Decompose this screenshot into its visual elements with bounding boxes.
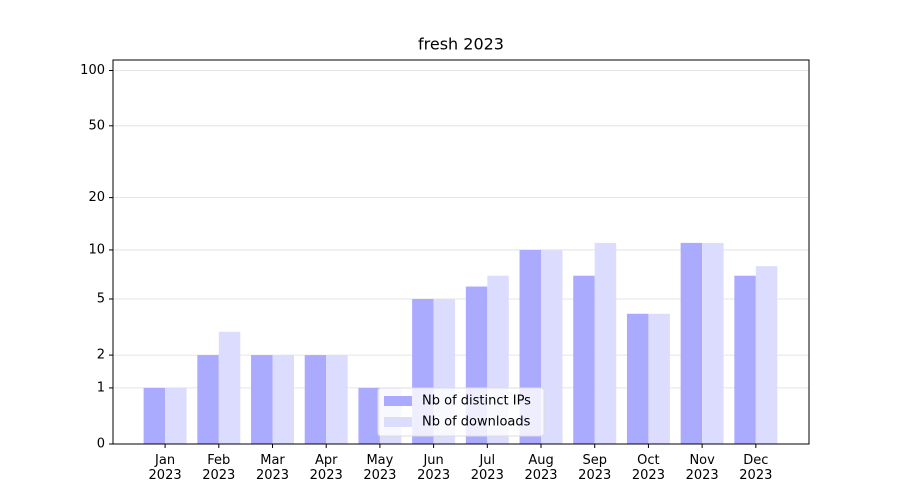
legend-swatch xyxy=(384,417,412,427)
y-tick-label: 1 xyxy=(97,380,105,395)
y-tick-label: 5 xyxy=(97,291,105,306)
x-tick-label: Sep 2023 xyxy=(578,453,612,483)
bar xyxy=(702,242,724,444)
x-tick-label: Dec 2023 xyxy=(739,453,773,483)
x-tick-label: Mar 2023 xyxy=(255,453,290,483)
bar xyxy=(626,313,649,444)
y-tick-label: 10 xyxy=(88,242,105,257)
bar xyxy=(326,355,348,444)
bar xyxy=(165,387,187,444)
bar xyxy=(680,242,703,444)
bar xyxy=(272,355,294,444)
legend-swatch xyxy=(384,396,412,406)
bar xyxy=(358,387,380,444)
chart-title: fresh 2023 xyxy=(418,35,504,54)
x-tick-label: Aug 2023 xyxy=(524,453,558,483)
y-tick-label: 20 xyxy=(88,190,105,205)
y-tick-label: 0 xyxy=(97,437,105,452)
bar xyxy=(755,266,778,444)
legend-box xyxy=(377,387,545,437)
bar xyxy=(197,355,219,444)
bar xyxy=(218,331,241,444)
plot-frame xyxy=(112,59,810,445)
bar xyxy=(541,249,563,444)
bar xyxy=(573,275,595,444)
x-tick-label: Jul 2023 xyxy=(470,453,504,483)
y-tick-label: 2 xyxy=(97,348,105,363)
x-tick-label: Jun 2023 xyxy=(417,453,451,483)
x-tick-label: Nov 2023 xyxy=(685,453,719,483)
bar xyxy=(251,355,273,444)
x-tick-label: May 2023 xyxy=(363,453,397,483)
x-tick-label: Oct 2023 xyxy=(631,453,665,483)
x-tick-label: Jan 2023 xyxy=(148,453,182,483)
bar xyxy=(648,313,670,444)
bar xyxy=(594,242,617,444)
bar xyxy=(734,275,756,444)
y-tick-label: 100 xyxy=(80,63,105,78)
x-tick-label: Feb 2023 xyxy=(202,453,236,483)
legend-label: Nb of downloads xyxy=(422,415,531,430)
bar xyxy=(143,387,166,444)
legend-label: Nb of distinct IPs xyxy=(422,394,531,409)
x-tick-label: Apr 2023 xyxy=(309,453,343,483)
y-tick-label: 50 xyxy=(88,118,105,133)
bar xyxy=(304,355,327,444)
